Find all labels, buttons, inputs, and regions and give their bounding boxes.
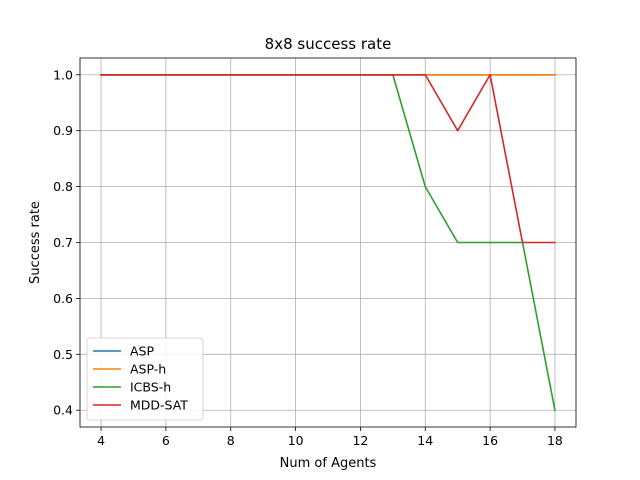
y-tick-label: 0.8 [53,179,73,194]
x-tick-label: 12 [352,433,368,448]
x-tick-label: 10 [288,433,304,448]
y-tick-label: 0.7 [53,235,73,250]
series-line-mdd-sat [100,73,556,244]
y-tick-label: 1.0 [53,67,73,82]
y-tick-label: 0.6 [53,291,73,306]
legend: ASP ASP-h ICBS-h MDD-SAT [86,337,204,421]
x-tick-label: 14 [417,433,433,448]
y-tick-label: 0.4 [53,403,73,418]
y-tick-label: 0.9 [53,123,73,138]
legend-label: ICBS-h [130,380,171,395]
series-lines [100,73,556,412]
x-tick-label: 6 [162,433,170,448]
x-tick-label: 8 [227,433,235,448]
x-tick-label: 4 [97,433,105,448]
x-tick-label: 18 [547,433,563,448]
chart-title: 8x8 success rate [265,35,392,53]
legend-label: ASP-h [130,362,166,377]
y-axis-ticks: 0.4 0.5 0.6 0.7 0.8 0.9 1.0 [53,67,80,418]
legend-label: MDD-SAT [130,398,188,413]
x-axis-ticks: 4 6 8 10 12 14 16 18 [97,427,563,448]
y-tick-label: 0.5 [53,347,73,362]
x-axis-label: Num of Agents [280,456,377,471]
legend-box [86,337,204,421]
x-tick-label: 16 [482,433,498,448]
legend-label: ASP [130,344,154,359]
y-axis-label: Success rate [28,201,43,284]
